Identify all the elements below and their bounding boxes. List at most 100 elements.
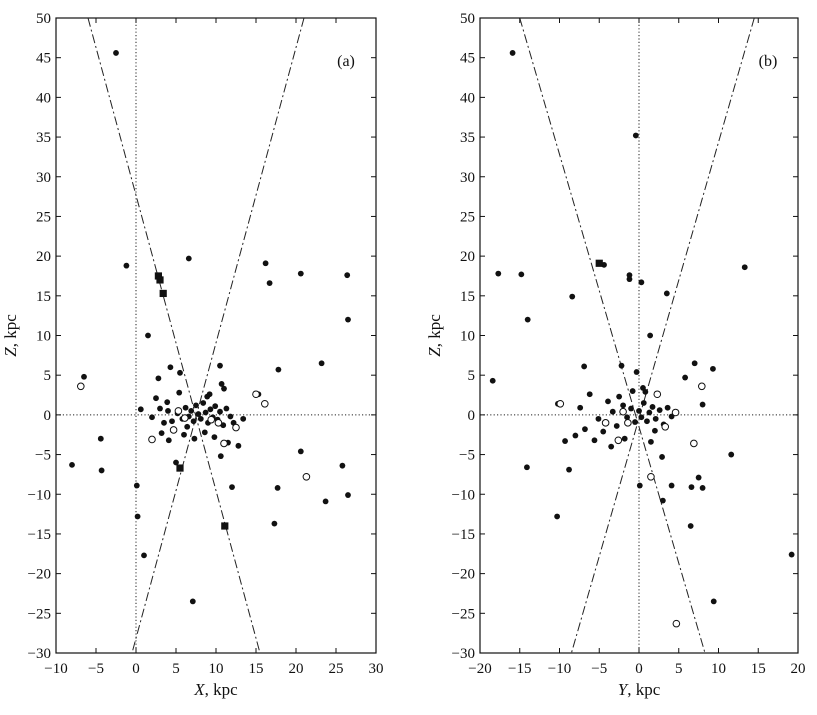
y-tick-label: 20	[460, 249, 475, 265]
y-tick-label: −10	[452, 487, 475, 503]
data-point-open-circle	[220, 439, 228, 448]
data-point-open-circle	[690, 439, 698, 448]
x-tick-label: −10	[44, 661, 67, 677]
x-axis-label: Y, kpc	[618, 680, 661, 699]
data-point-filled-circle	[169, 418, 175, 425]
data-point-filled-circle	[632, 419, 638, 425]
data-point-filled-circle	[223, 405, 230, 412]
data-point-filled-circle	[591, 437, 598, 444]
y-tick-label: 40	[36, 90, 51, 106]
data-point-filled-circle	[181, 431, 187, 438]
data-point-filled-circle	[613, 423, 620, 429]
y-tick-label: 10	[36, 329, 51, 345]
data-point-filled-circle	[656, 407, 663, 414]
data-point-filled-circle	[339, 462, 346, 469]
data-point-filled-circle	[200, 400, 207, 406]
data-point-filled-circle	[161, 419, 167, 426]
data-point-filled-circle	[600, 428, 607, 435]
data-point-filled-circle	[652, 427, 658, 434]
data-point-filled-circle	[188, 408, 195, 414]
data-point-filled-circle	[489, 377, 496, 384]
x-tick-label: 15	[249, 661, 264, 677]
data-point-filled-circle	[217, 453, 224, 460]
y-tick-label: 0	[468, 408, 476, 424]
x-axis-label: X, kpc	[193, 680, 238, 699]
data-point-open-circle	[181, 414, 189, 422]
data-point-filled-circle	[202, 409, 209, 416]
data-point-open-circle	[653, 390, 662, 399]
data-point-filled-circle	[648, 438, 654, 445]
data-point-filled-circle	[207, 406, 214, 413]
data-point-filled-circle	[728, 451, 735, 458]
data-point-filled-circle	[182, 404, 189, 411]
data-point-filled-circle	[322, 498, 329, 505]
y-tick-label: −10	[28, 487, 51, 503]
data-point-filled-circle	[297, 270, 304, 277]
data-point-filled-circle	[204, 393, 211, 400]
y-axis-label: Z, kpc	[425, 314, 444, 357]
data-point-filled-circle	[562, 438, 568, 444]
data-point-filled-circle	[668, 482, 675, 489]
data-point-filled-circle	[197, 415, 204, 422]
x-tick-label: 20	[791, 661, 806, 677]
data-point-filled-circle	[638, 279, 645, 286]
data-point-filled-circle	[688, 484, 695, 491]
data-point-filled-circle	[153, 395, 159, 402]
y-tick-label: 45	[460, 51, 475, 67]
y-axis-label: Z, kpc	[1, 314, 20, 357]
data-point-filled-circle	[227, 413, 234, 420]
x-tick-label: 10	[209, 661, 224, 677]
y-tick-label: 5	[44, 368, 52, 384]
data-point-filled-circle	[81, 373, 87, 380]
y-tick-label: 35	[460, 130, 475, 146]
data-point-filled-circle	[167, 364, 174, 371]
data-point-open-circle	[698, 382, 706, 391]
x-tick-label: −5	[591, 661, 607, 677]
y-tick-label: −20	[452, 567, 475, 583]
data-point-filled-circle	[271, 520, 278, 527]
data-point-filled-circle	[788, 551, 795, 558]
data-point-open-circle	[601, 419, 610, 427]
x-tick-label: 0	[132, 661, 140, 677]
data-point-filled-circle	[158, 430, 165, 437]
data-point-filled-circle	[217, 362, 223, 369]
x-tick-label: 10	[711, 661, 726, 677]
y-tick-label: −30	[452, 646, 475, 662]
data-point-open-circle	[261, 399, 269, 408]
data-point-filled-circle	[221, 385, 227, 392]
plot-frame	[55, 17, 377, 654]
panel-label: (a)	[337, 53, 355, 70]
data-point-filled-circle	[699, 401, 706, 408]
data-point-filled-circle	[640, 400, 647, 406]
data-point-filled-circle	[134, 513, 141, 520]
data-point-filled-circle	[113, 50, 119, 56]
data-point-filled-circle	[195, 411, 202, 417]
data-point-filled-circle	[691, 360, 698, 367]
data-point-filled-square	[159, 289, 167, 298]
data-point-filled-circle	[647, 332, 654, 339]
data-point-filled-circle	[98, 467, 105, 474]
data-point-filled-circle	[682, 374, 689, 381]
data-point-filled-circle	[699, 485, 706, 491]
data-point-filled-square	[156, 276, 164, 284]
data-point-open-circle	[619, 407, 627, 416]
data-point-filled-circle	[621, 435, 628, 442]
y-tick-label: 25	[460, 209, 475, 225]
data-point-filled-circle	[646, 409, 653, 416]
data-point-filled-circle	[165, 437, 172, 444]
data-point-filled-circle	[212, 403, 219, 410]
data-point-filled-circle	[618, 362, 625, 369]
data-point-open-circle	[624, 419, 632, 427]
y-tick-label: 20	[36, 249, 51, 265]
x-tick-label: 30	[369, 661, 384, 677]
cone-line-1	[87, 17, 261, 654]
data-point-filled-circle	[262, 260, 269, 267]
data-point-filled-circle	[189, 598, 196, 605]
y-tick-label: −5	[35, 448, 51, 464]
data-point-open-circle	[647, 472, 655, 481]
data-point-filled-square	[595, 259, 603, 267]
data-point-filled-circle	[185, 255, 192, 262]
y-tick-label: 5	[468, 368, 476, 384]
data-point-filled-circle	[664, 404, 671, 411]
